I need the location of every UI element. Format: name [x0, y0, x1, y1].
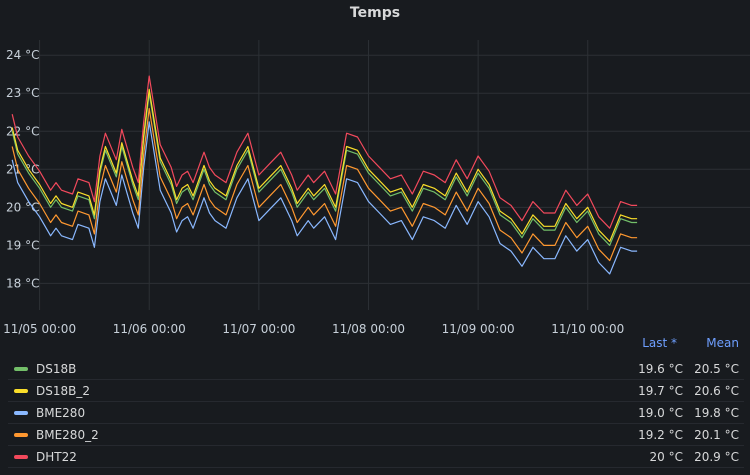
chart-grid	[10, 40, 750, 310]
legend-row-ds18b-2[interactable]: DS18B_2 19.7 °C 20.6 °C	[8, 380, 744, 402]
series-line-ds18b	[11, 92, 638, 246]
legend-row-bme280[interactable]: BME280 19.0 °C 19.8 °C	[8, 402, 744, 424]
legend-series-name[interactable]: DS18B	[36, 361, 77, 376]
legend-series-name[interactable]: BME280_2	[36, 427, 99, 442]
legend-series-name[interactable]: DHT22	[36, 449, 77, 464]
x-tick-label: 11/06 00:00	[113, 322, 186, 336]
legend-last-value: 19.0 °C	[638, 405, 683, 420]
legend-row-ds18b[interactable]: DS18B 19.6 °C 20.5 °C	[8, 358, 744, 380]
legend-last-value: 19.6 °C	[638, 361, 683, 376]
series-line-dht22	[11, 75, 638, 229]
legend-header: Last * Mean	[0, 336, 750, 358]
panel-title: Temps	[349, 5, 401, 21]
x-tick-label: 11/07 00:00	[222, 322, 295, 336]
series-lines	[11, 75, 638, 275]
legend-row-dht22[interactable]: DHT22 20 °C 20.9 °C	[8, 446, 744, 468]
y-axis-ticks: 18 °C19 °C20 °C21 °C22 °C23 °C24 °C	[6, 48, 39, 290]
legend-swatch	[14, 366, 28, 371]
x-tick-label: 11/05 00:00	[3, 322, 76, 336]
legend-mean-value: 20.6 °C	[694, 383, 739, 398]
y-tick-label: 22 °C	[6, 124, 39, 138]
series-line-bme280	[11, 121, 638, 275]
legend-swatch	[14, 454, 28, 459]
x-tick-label: 11/10 00:00	[551, 322, 624, 336]
legend-series-name[interactable]: BME280	[36, 405, 86, 420]
temperature-chart: 18 °C19 °C20 °C21 °C22 °C23 °C24 °C 11/0…	[3, 40, 750, 336]
x-tick-label: 11/09 00:00	[442, 322, 515, 336]
y-tick-label: 19 °C	[6, 238, 39, 252]
y-tick-label: 24 °C	[6, 48, 39, 62]
y-tick-label: 23 °C	[6, 86, 39, 100]
x-tick-label: 11/08 00:00	[332, 322, 405, 336]
y-tick-label: 20 °C	[6, 200, 39, 214]
series-line-bme280-2	[11, 107, 638, 262]
legend-mean-value: 20.9 °C	[694, 449, 739, 464]
legend-series-name[interactable]: DS18B_2	[36, 383, 90, 398]
legend-swatch	[14, 410, 28, 415]
legend-last-value: 19.2 °C	[638, 427, 683, 442]
legend-header-mean[interactable]: Mean	[706, 336, 739, 350]
legend-header-last[interactable]: Last *	[642, 336, 677, 350]
legend-row-bme280-2[interactable]: BME280_2 19.2 °C 20.1 °C	[8, 424, 744, 446]
legend-last-value: 20 °C	[649, 449, 683, 464]
legend-last-value: 19.7 °C	[638, 383, 683, 398]
legend: Last * Mean DS18B 19.6 °C 20.5 °C DS18B_…	[0, 336, 750, 468]
x-axis-ticks: 11/05 00:00 11/06 00:00 11/07 00:00 11/08 0…	[3, 322, 624, 336]
legend-swatch	[14, 432, 28, 437]
legend-mean-value: 20.1 °C	[694, 427, 739, 442]
y-tick-label: 18 °C	[6, 276, 39, 290]
legend-swatch	[14, 388, 28, 393]
legend-mean-value: 19.8 °C	[694, 405, 739, 420]
legend-mean-value: 20.5 °C	[694, 361, 739, 376]
series-line-ds18b-2	[11, 88, 638, 243]
